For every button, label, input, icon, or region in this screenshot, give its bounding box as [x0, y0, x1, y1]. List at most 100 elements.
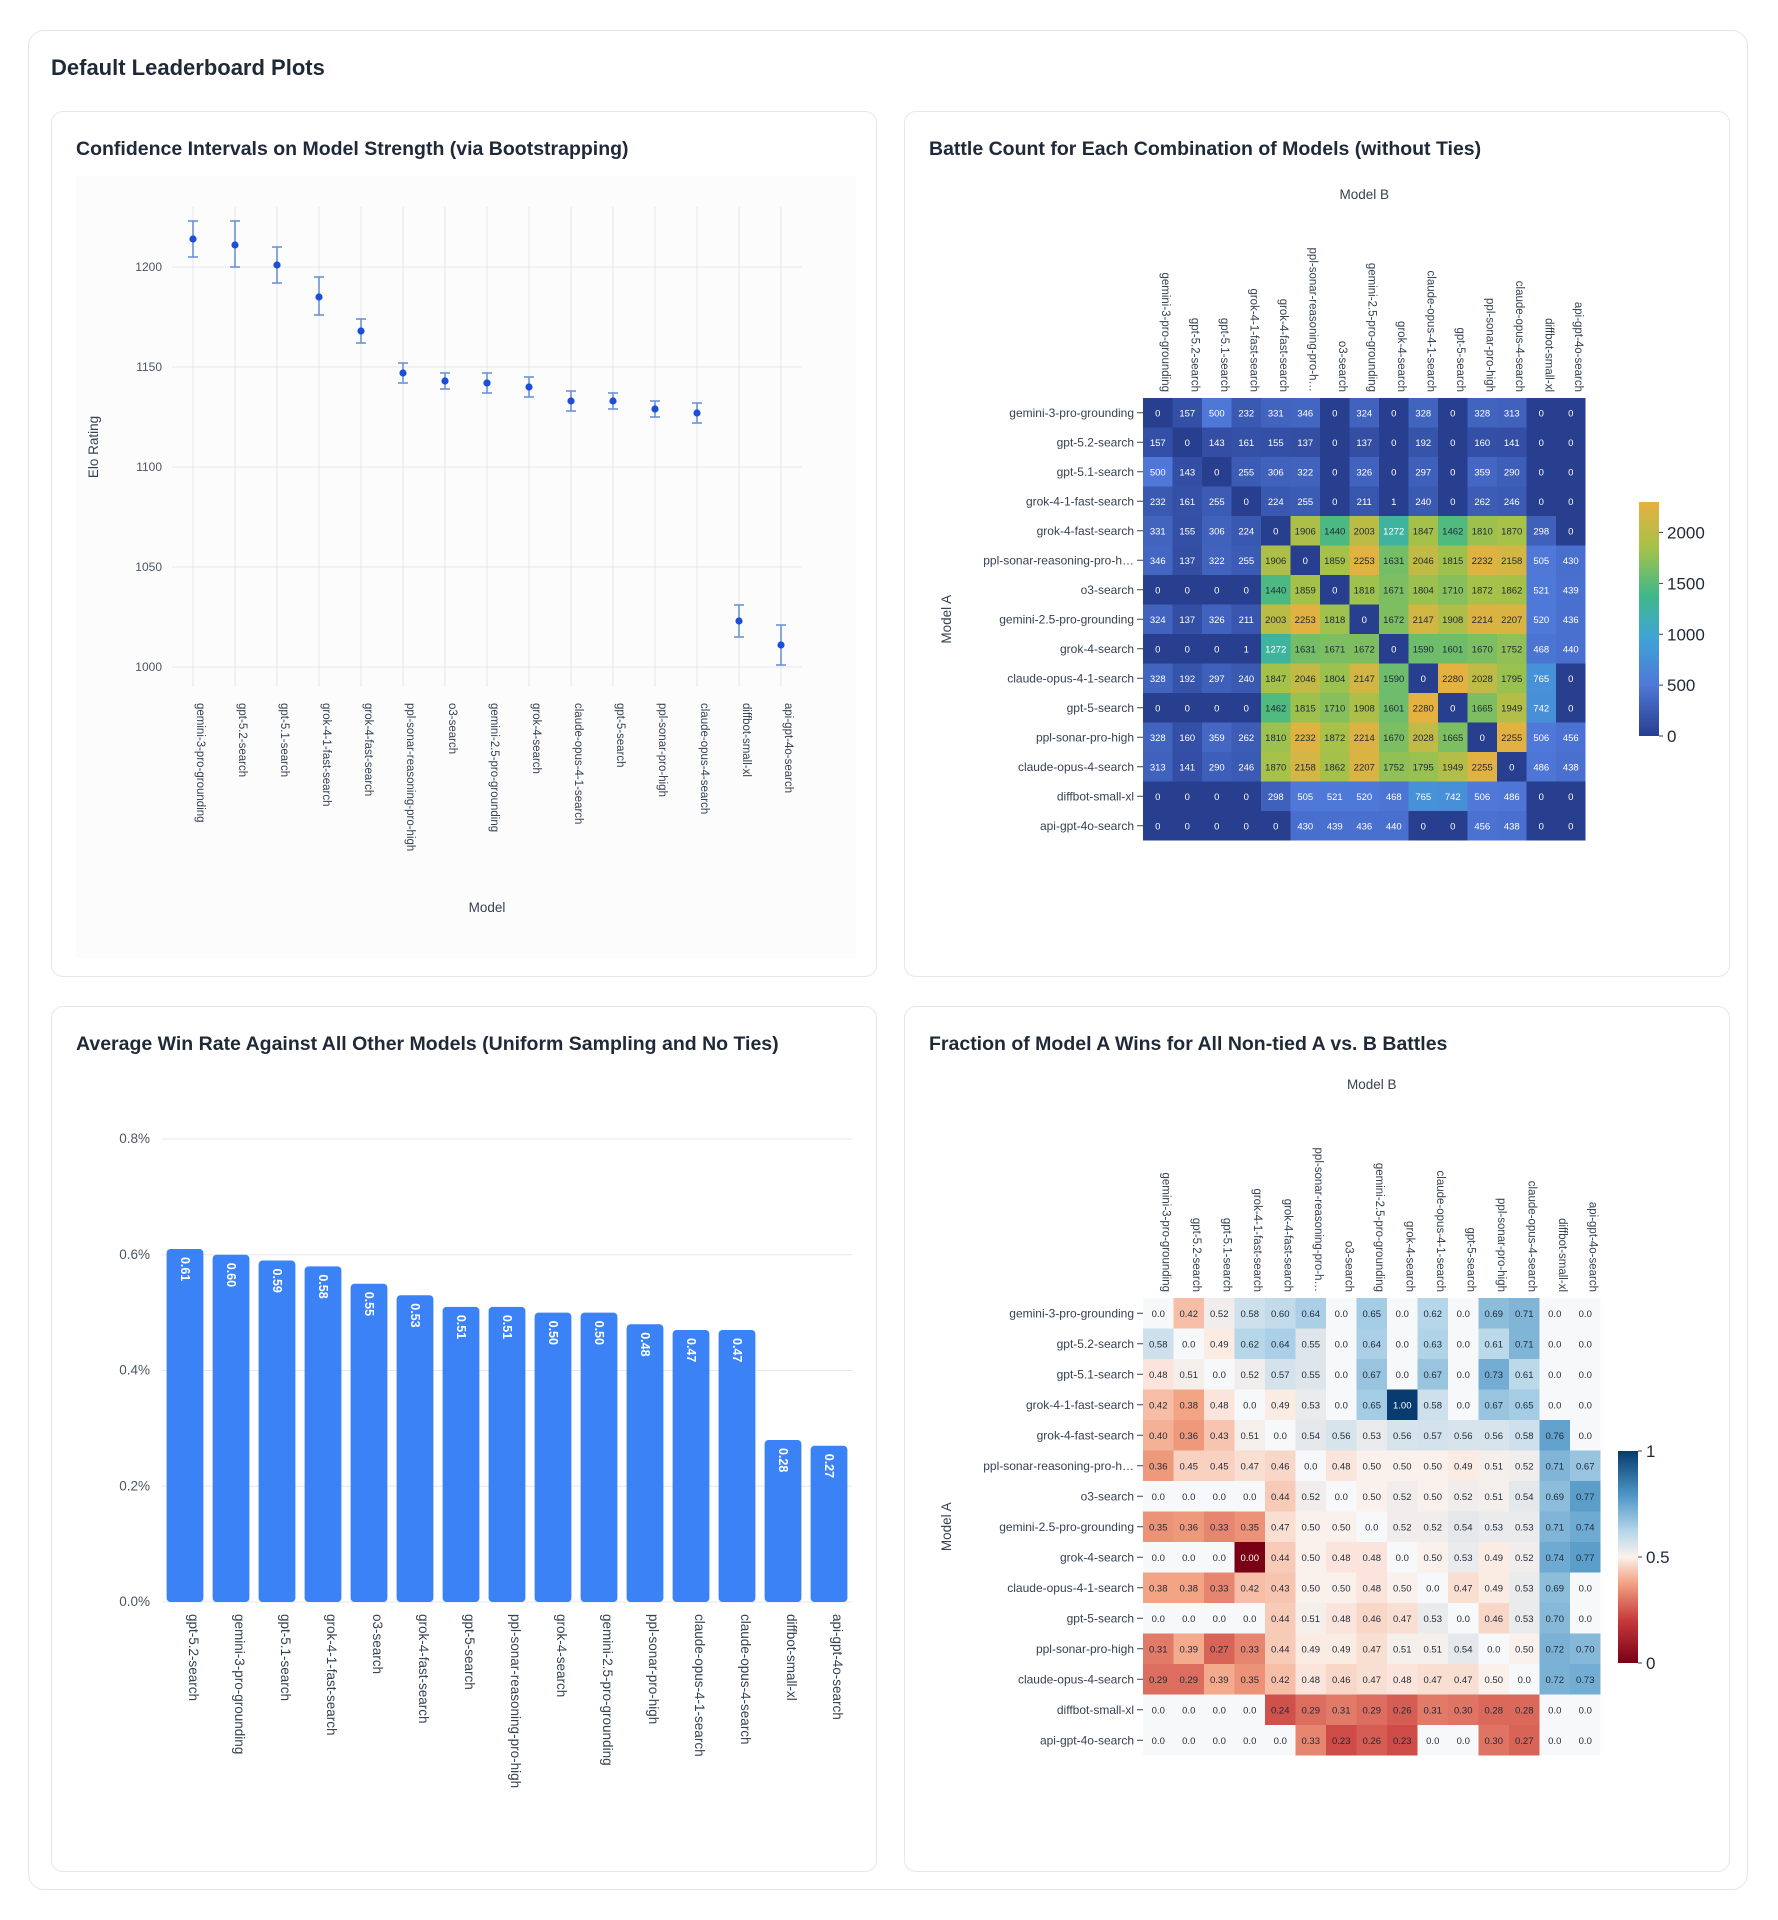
heatmap-cell: [1448, 1694, 1479, 1725]
heatmap-cell-label: 0.67: [1363, 1370, 1382, 1381]
heatmap-cell-label: 0.24: [1271, 1705, 1290, 1716]
heatmap-cell-label: 0.48: [1363, 1553, 1382, 1564]
x-tick-label: api-gpt-4o-search: [830, 1614, 845, 1720]
heatmap-cell-label: 0.29: [1363, 1705, 1382, 1716]
heatmap-cell: [1290, 781, 1320, 811]
heatmap-cell: [1234, 1298, 1265, 1329]
colorbar-tick-label: 1: [1646, 1442, 1655, 1461]
heatmap-cell: [1467, 781, 1497, 811]
heatmap-cell: [1497, 604, 1527, 634]
heatmap-cell: [1467, 663, 1497, 693]
heatmap-cell: [1234, 1603, 1265, 1634]
heatmap-cell-label: 0.50: [1424, 1461, 1443, 1472]
heatmap-cell: [1172, 693, 1202, 723]
heatmap-cell: [1356, 1420, 1387, 1451]
heatmap-cell-label: 0.67: [1576, 1461, 1595, 1472]
heatmap-cell: [1234, 1633, 1265, 1664]
heatmap-cell: [1356, 1542, 1387, 1573]
heatmap-cell-label: 0: [1244, 821, 1249, 832]
heatmap-cell: [1379, 663, 1409, 693]
heatmap-cell: [1526, 604, 1556, 634]
heatmap-cell-label: 0.74: [1576, 1522, 1595, 1533]
y-tick-label: gemini-2.5-pro-grounding: [999, 612, 1134, 626]
heatmap-cell-label: 1795: [1501, 674, 1522, 685]
heatmap-cell: [1143, 604, 1173, 634]
heatmap-cell: [1231, 604, 1261, 634]
x-tick-label: gpt-5.2-search: [236, 703, 248, 777]
heatmap-cell-label: 0.0: [1548, 1339, 1561, 1350]
heatmap-cell-label: 0: [1332, 497, 1337, 508]
x-tick-label: diffbot-small-xl: [1556, 1218, 1568, 1292]
heatmap-cell: [1143, 1420, 1174, 1451]
heatmap-cell: [1539, 1633, 1570, 1664]
heatmap-cell: [1408, 752, 1438, 782]
heatmap-cell: [1467, 427, 1497, 457]
heatmap-cell: [1349, 457, 1379, 487]
y-tick-label: 1200: [135, 260, 162, 274]
heatmap-cell-label: 0.0: [1548, 1736, 1561, 1747]
heatmap-cell-label: 0.0: [1152, 1705, 1165, 1716]
heatmap-cell: [1326, 1328, 1357, 1359]
heatmap-cell: [1417, 1420, 1448, 1451]
heatmap-cell: [1143, 1664, 1174, 1695]
heatmap-cell-label: 0.63: [1424, 1339, 1443, 1350]
heatmap-cell-label: 0.0: [1335, 1400, 1348, 1411]
heatmap-cell: [1295, 1572, 1326, 1603]
heatmap-cell: [1379, 634, 1409, 664]
heatmap-cell: [1497, 811, 1527, 841]
heatmap-cell-label: 0: [1185, 792, 1190, 803]
heatmap-cell: [1231, 516, 1261, 546]
heatmap-cell-label: 240: [1415, 497, 1431, 508]
heatmap-cell: [1387, 1298, 1418, 1329]
heatmap-cell-label: 359: [1209, 733, 1225, 744]
heatmap-cell-label: 0: [1568, 497, 1573, 508]
heatmap-cell: [1356, 1572, 1387, 1603]
heatmap-cell: [1202, 604, 1232, 634]
heatmap-cell: [1231, 811, 1261, 841]
heatmap-cell-label: 0.0: [1152, 1736, 1165, 1747]
heatmap-cell: [1231, 575, 1261, 605]
y-tick-label: grok-4-fast-search: [1037, 524, 1134, 538]
heatmap-cell-label: 160: [1474, 438, 1490, 449]
heatmap-cell: [1320, 811, 1350, 841]
heatmap-cell: [1387, 1420, 1418, 1451]
heatmap-cell: [1570, 1511, 1601, 1542]
bar: [396, 1295, 434, 1602]
heatmap-cell-label: 0.47: [1393, 1614, 1412, 1625]
heatmap-cell: [1295, 1633, 1326, 1664]
heatmap-cell: [1379, 545, 1409, 575]
heatmap-cell: [1526, 634, 1556, 664]
heatmap-cell: [1556, 752, 1586, 782]
heatmap-cell-label: 0: [1155, 821, 1160, 832]
y-tick-label: 1150: [136, 360, 162, 374]
heatmap-cell-label: 0.38: [1180, 1400, 1199, 1411]
heatmap-cell: [1265, 1511, 1296, 1542]
heatmap-cell: [1438, 693, 1468, 723]
heatmap-cell-label: 0.52: [1302, 1492, 1321, 1503]
heatmap-cell-label: 0.0: [1579, 1614, 1592, 1625]
heatmap-cell: [1143, 427, 1173, 457]
heatmap-cell: [1438, 457, 1468, 487]
heatmap-cell-label: 0.0: [1548, 1400, 1561, 1411]
heatmap-cell: [1320, 752, 1350, 782]
heatmap-cell: [1570, 1420, 1601, 1451]
heatmap-cell: [1467, 457, 1497, 487]
y-tick-label: api-gpt-4o-search: [1040, 819, 1134, 833]
heatmap-cell: [1234, 1481, 1265, 1512]
heatmap-cell: [1570, 1725, 1601, 1756]
heatmap-cell-label: 0.58: [1515, 1431, 1534, 1442]
heatmap-cell: [1408, 575, 1438, 605]
heatmap-cell-label: 2214: [1472, 615, 1493, 626]
heatmap-cell: [1356, 1725, 1387, 1756]
heatmap-cell: [1204, 1450, 1235, 1481]
bar: [580, 1312, 618, 1602]
heatmap-cell-label: 0.27: [1210, 1644, 1229, 1655]
heatmap-cell-label: 0.44: [1271, 1644, 1290, 1655]
heatmap-cell: [1556, 663, 1586, 693]
heatmap-cell-label: 1810: [1472, 526, 1493, 537]
y-tick-label: gemini-2.5-pro-grounding: [999, 1520, 1134, 1534]
heatmap-cell-label: 1949: [1501, 703, 1522, 714]
heatmap-cell-label: 1847: [1413, 526, 1434, 537]
heatmap-cell: [1539, 1359, 1570, 1390]
heatmap-cell-label: 430: [1297, 821, 1313, 832]
